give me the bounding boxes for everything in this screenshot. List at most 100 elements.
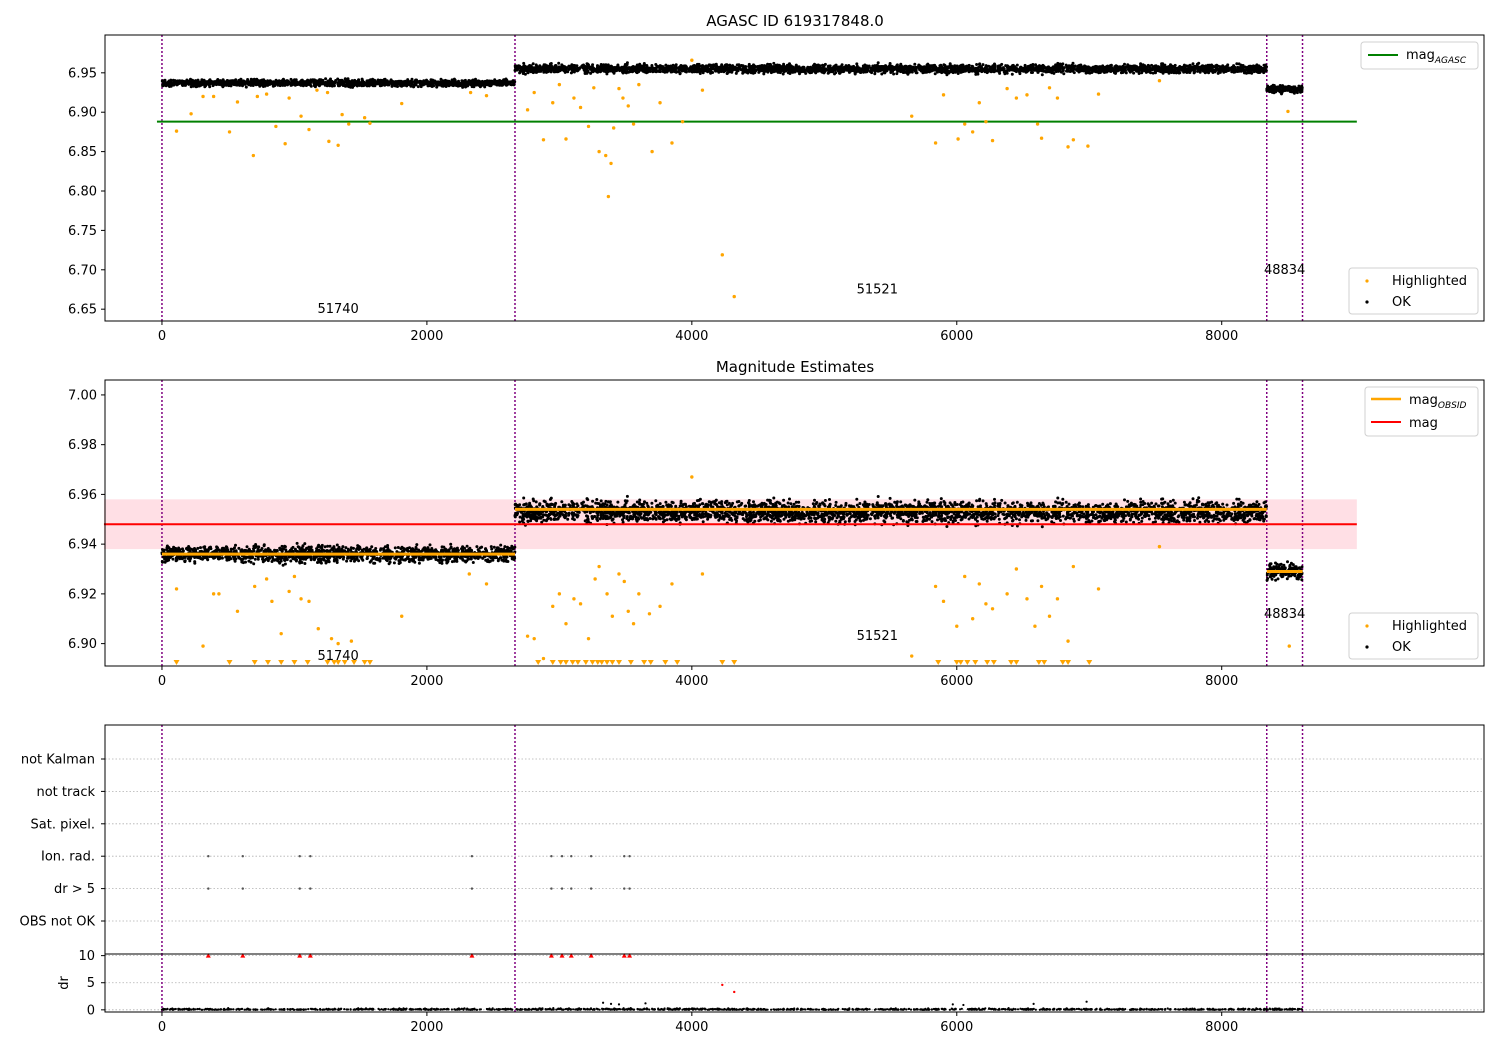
- ok-point: [913, 67, 917, 71]
- ok-point: [840, 63, 844, 67]
- ok-point: [1159, 70, 1163, 74]
- highlighted-point: [368, 121, 372, 125]
- ok-point: [1005, 64, 1009, 68]
- ok-point: [410, 81, 414, 85]
- highlighted-point: [336, 641, 340, 646]
- ok-point: [417, 80, 421, 84]
- ok-point: [528, 64, 532, 68]
- highlighted-point: [541, 138, 546, 142]
- ok-point: [687, 69, 691, 73]
- highlighted-point: [658, 101, 662, 105]
- ok-point: [483, 81, 487, 85]
- ok-point: [858, 68, 862, 72]
- ok-point: [531, 62, 535, 66]
- ok-point: [358, 83, 362, 87]
- highlighted-point: [400, 101, 404, 106]
- ok-point: [498, 79, 502, 83]
- ok-point: [776, 66, 780, 70]
- highlighted-point: [174, 587, 179, 591]
- highlighted-point: [1096, 92, 1101, 96]
- x-tick-label: 2000: [410, 329, 443, 344]
- ok-point: [947, 71, 951, 75]
- ok-point: [170, 82, 174, 86]
- ok-point: [348, 84, 351, 87]
- highlighted-point: [1066, 145, 1070, 149]
- ok-point: [1250, 66, 1254, 70]
- highlighted-point: [189, 112, 193, 116]
- ok-point: [854, 66, 858, 70]
- ok-point: [564, 67, 568, 71]
- ok-point: [189, 85, 193, 89]
- ok-point: [690, 69, 694, 73]
- ok-point: [162, 79, 166, 83]
- ok-point: [1132, 71, 1136, 75]
- ok-point: [1253, 68, 1257, 72]
- ok-point: [882, 71, 886, 74]
- ok-point: [741, 64, 745, 68]
- highlighted-point: [990, 607, 995, 611]
- ok-point: [181, 81, 185, 85]
- obsid-label: 51521: [857, 282, 898, 297]
- ok-point: [966, 65, 969, 69]
- ok-point: [945, 68, 949, 71]
- highlighted-point: [941, 599, 946, 604]
- ok-point: [752, 69, 756, 73]
- ok-point: [833, 64, 837, 68]
- ok-point: [1195, 62, 1199, 66]
- highlighted-point: [732, 294, 736, 299]
- ok-point: [673, 67, 677, 71]
- ok-point: [1059, 70, 1063, 74]
- ok-point: [807, 69, 811, 73]
- ok-point: [330, 82, 334, 86]
- highlighted-point: [287, 589, 291, 594]
- y-tick-label: 6.90: [68, 106, 97, 121]
- ok-point: [698, 72, 702, 75]
- x-tick-label: 8000: [1205, 329, 1238, 344]
- ok-point: [642, 62, 646, 65]
- ok-point: [1050, 68, 1053, 72]
- ok-point: [415, 79, 418, 83]
- ok-point: [1225, 65, 1229, 69]
- ok-point: [670, 68, 674, 71]
- ok-point: [268, 80, 272, 84]
- ok-point: [1079, 63, 1083, 67]
- highlighted-point: [307, 599, 311, 604]
- highlighted-point: [720, 253, 725, 257]
- ok-point: [1061, 68, 1065, 72]
- ok-point: [648, 66, 652, 70]
- ok-point: [1209, 66, 1213, 70]
- highlighted-point: [211, 94, 216, 99]
- highlighted-point: [283, 142, 287, 146]
- ok-point: [1023, 63, 1027, 67]
- ok-point: [1174, 67, 1178, 71]
- ok-point: [387, 80, 391, 84]
- ok-point: [1183, 65, 1187, 69]
- ok-point: [850, 67, 853, 71]
- legend-swatch-highlighted: [1365, 279, 1369, 283]
- ok-point: [1052, 67, 1056, 71]
- ok-point: [560, 65, 564, 69]
- ok-point: [162, 83, 166, 87]
- ok-point: [630, 65, 634, 69]
- ok-point: [919, 69, 923, 73]
- ok-point: [993, 63, 997, 67]
- ok-point: [299, 83, 303, 87]
- ok-point: [1118, 65, 1122, 69]
- highlighted-point: [270, 599, 274, 604]
- ok-point: [801, 66, 805, 70]
- ok-point: [494, 81, 497, 85]
- panel1-title: AGASC ID 619317848.0: [706, 12, 884, 30]
- ok-point: [1019, 65, 1023, 69]
- ok-point: [474, 77, 477, 81]
- ok-point: [701, 65, 704, 69]
- ok-point: [950, 67, 954, 71]
- ok-point: [583, 72, 587, 75]
- ok-point: [954, 70, 957, 74]
- ok-point: [865, 68, 868, 72]
- ok-point: [1264, 69, 1268, 73]
- ok-point: [1088, 71, 1092, 75]
- ok-point: [1141, 65, 1144, 69]
- ok-point: [307, 80, 310, 84]
- ok-point: [1010, 72, 1014, 76]
